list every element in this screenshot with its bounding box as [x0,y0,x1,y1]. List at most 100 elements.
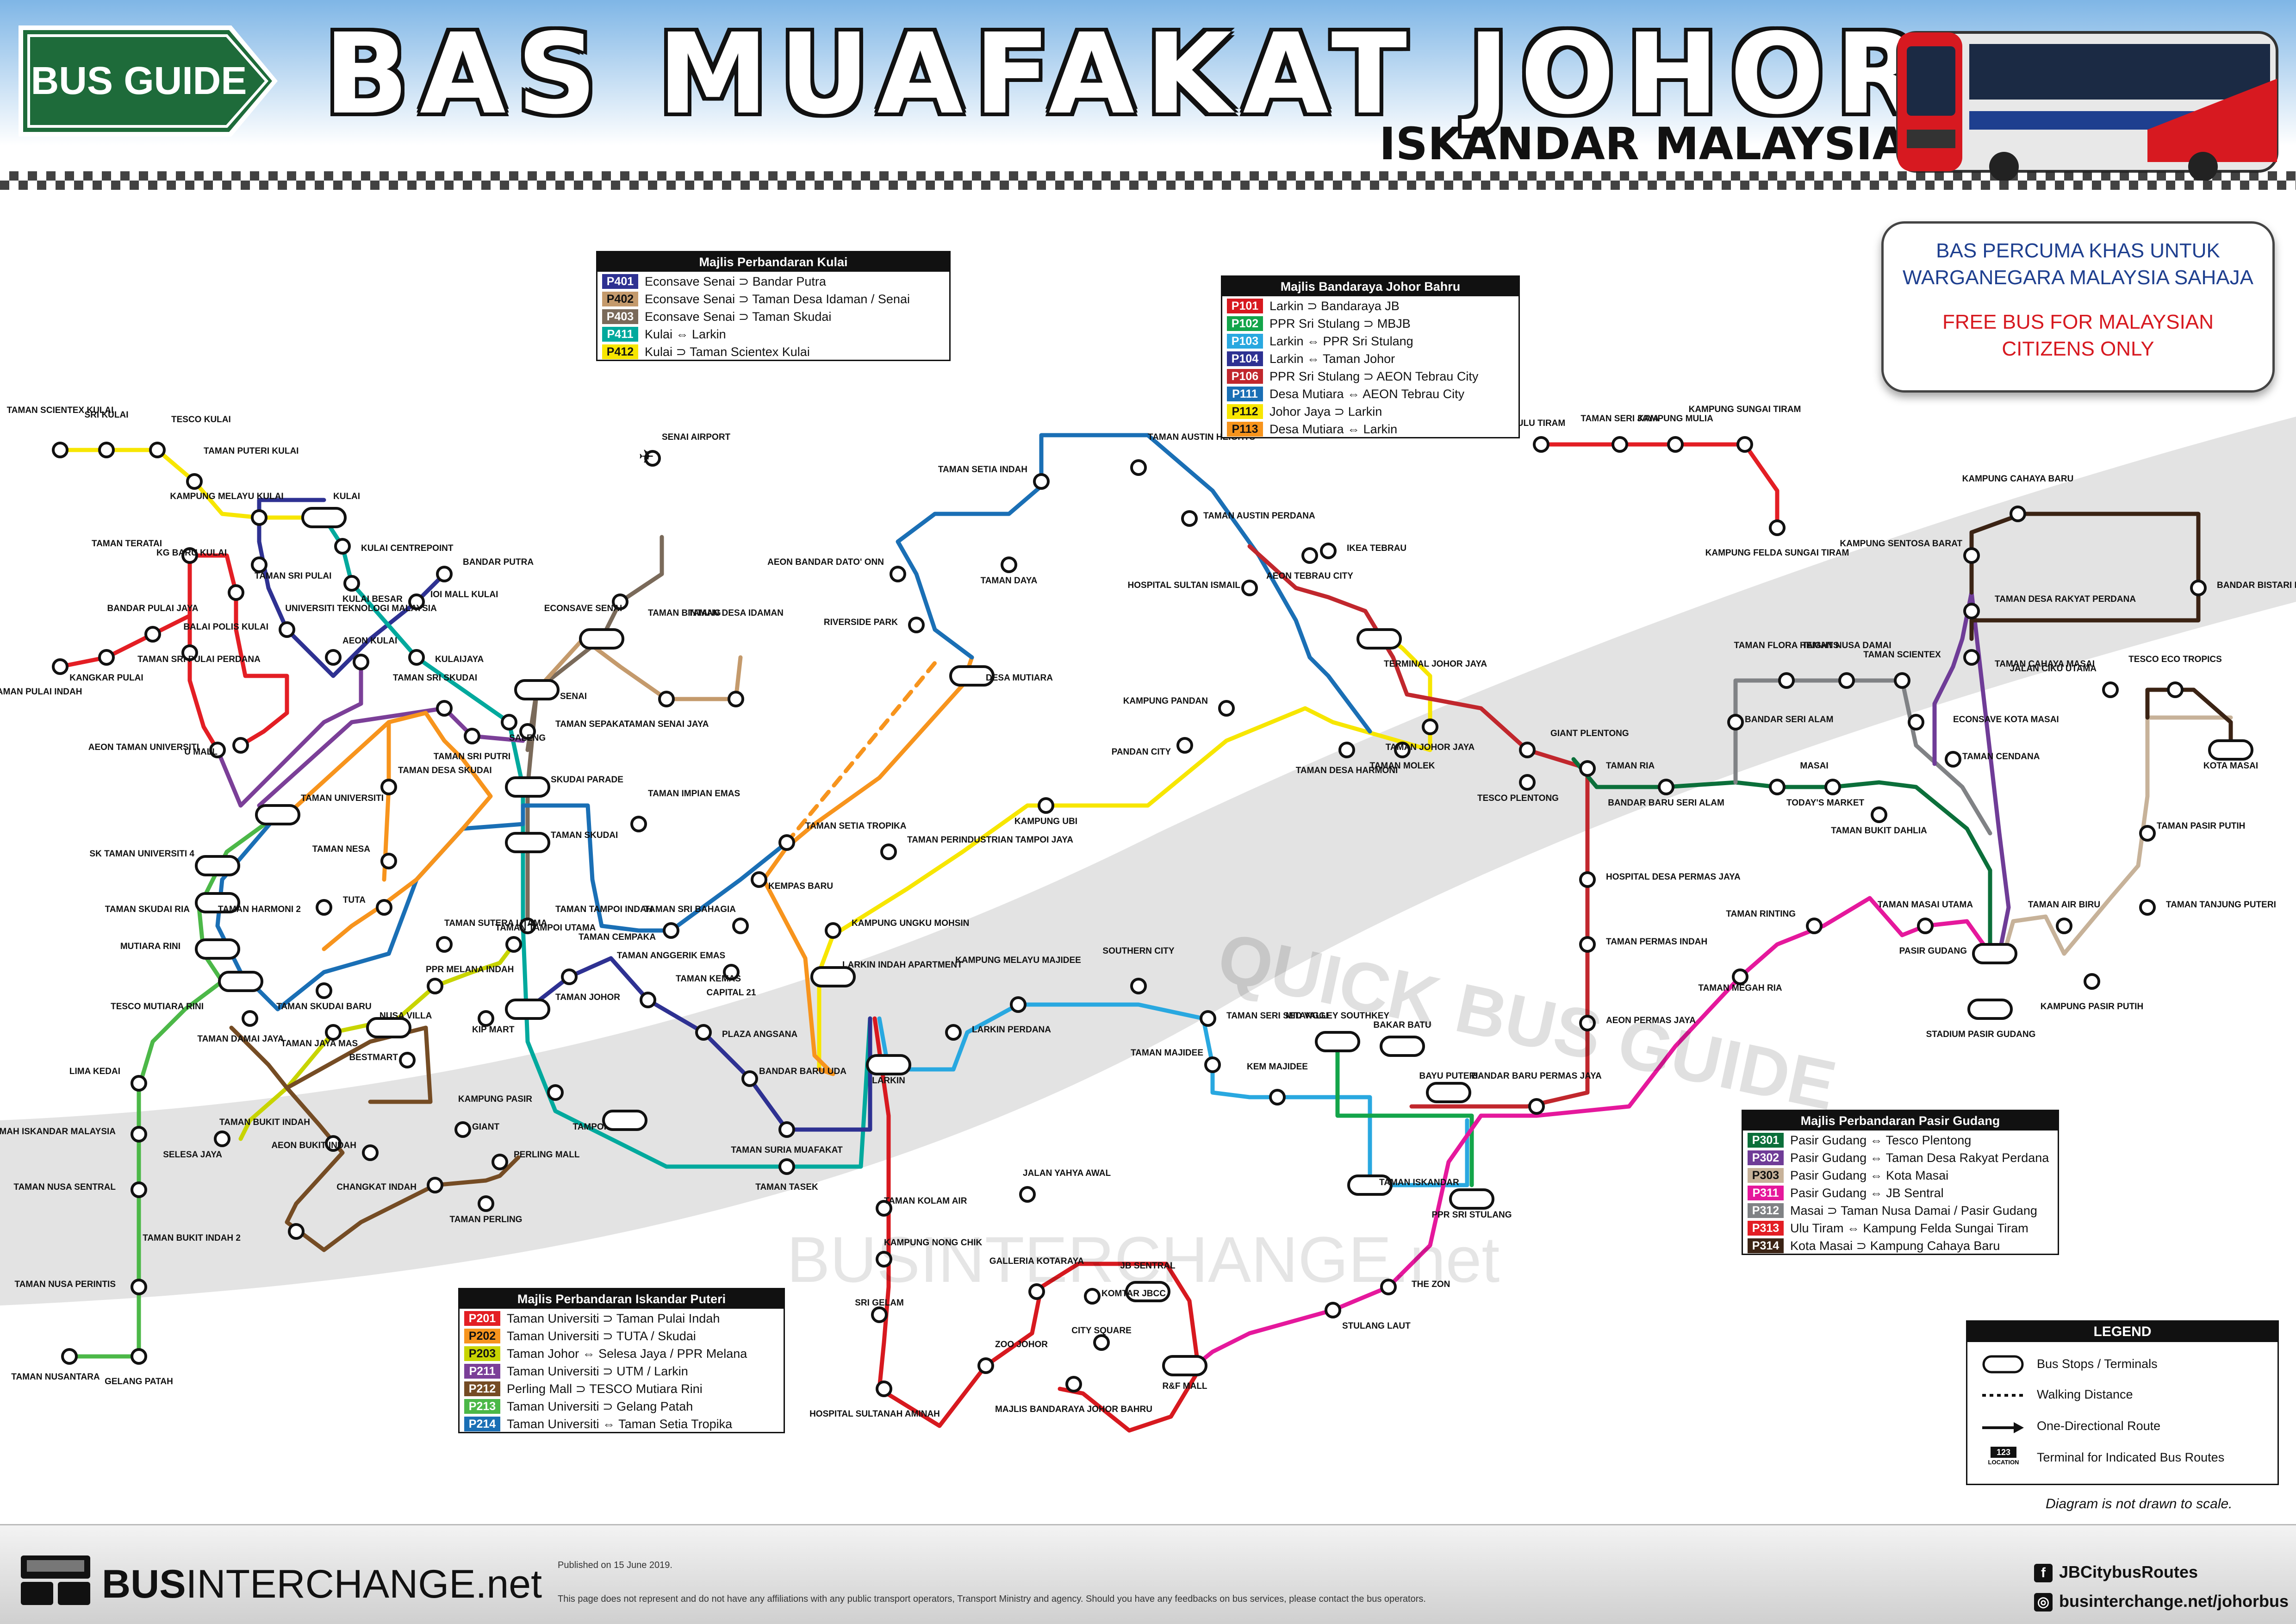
bus-stop[interactable] [1320,543,1337,559]
bus-stop[interactable] [1325,1302,1341,1318]
bus-stop[interactable] [728,691,744,707]
bus-stop[interactable] [778,1158,795,1175]
bus-stop[interactable] [1769,519,1786,536]
bus-stop[interactable] [1038,797,1054,814]
bus-stop[interactable] [890,566,906,582]
bus-stop[interactable] [325,1024,342,1041]
bus-stop[interactable] [501,714,517,731]
bus-stop[interactable] [1218,700,1235,717]
bus-stop[interactable] [1528,1098,1545,1115]
bus-stop[interactable] [1778,672,1795,689]
bus-stop[interactable] [1315,1031,1360,1052]
bus-stop[interactable] [1380,1036,1425,1057]
bus-stop[interactable] [1422,718,1438,735]
bus-stop[interactable] [181,547,198,564]
bus-stop[interactable] [228,584,244,601]
bus-stop[interactable] [1426,1082,1471,1103]
bus-stop[interactable] [131,1075,147,1092]
bus-stop[interactable] [505,832,550,853]
bus-stop[interactable] [505,999,550,1020]
bus-stop[interactable] [1894,672,1910,689]
bus-stop[interactable] [195,855,240,876]
bus-stop[interactable] [1736,436,1753,453]
bus-stop[interactable] [1356,628,1402,650]
bus-stop[interactable] [408,593,425,610]
bus-stop[interactable] [2102,681,2119,698]
bus-stop[interactable] [144,626,161,643]
bus-stop[interactable] [232,737,249,754]
bus-stop[interactable] [1200,1010,1216,1027]
bus-stop[interactable] [399,1052,416,1068]
bus-stop[interactable] [1963,547,1980,564]
bus-stop[interactable] [1667,436,1684,453]
bus-stop[interactable] [1963,649,1980,666]
bus-stop[interactable] [644,450,661,467]
bus-stop[interactable] [195,938,240,960]
bus-stop[interactable] [492,1154,508,1170]
bus-stop[interactable] [209,742,226,758]
bus-stop[interactable] [732,918,749,934]
bus-stop[interactable] [1065,1376,1082,1393]
bus-stop[interactable] [505,776,550,798]
bus-stop[interactable] [519,918,536,934]
bus-stop[interactable] [52,658,68,675]
bus-stop[interactable] [1579,1015,1596,1031]
bus-stop[interactable] [908,617,925,633]
bus-stop[interactable] [1945,751,1961,768]
bus-stop[interactable] [131,1126,147,1143]
bus-stop[interactable] [1241,580,1258,596]
bus-stop[interactable] [195,892,240,913]
bus-stop[interactable] [876,1200,892,1217]
bus-stop[interactable] [741,1070,758,1087]
bus-stop[interactable] [658,691,675,707]
bus-stop[interactable] [547,1084,564,1101]
bus-stop[interactable] [366,1017,411,1038]
bus-stop[interactable] [871,1306,888,1323]
bus-stop[interactable] [2084,973,2100,990]
bus-stop[interactable] [519,723,536,740]
bus-stop[interactable] [1963,603,1980,619]
bus-stop[interactable] [131,1181,147,1198]
bus-stop[interactable] [464,728,480,744]
bus-stop[interactable] [1533,436,1549,453]
bus-stop[interactable] [1908,714,1924,731]
bus-stop[interactable] [1519,774,1536,791]
bus-stop[interactable] [98,442,115,458]
bus-stop[interactable] [186,473,203,490]
bus-stop[interactable] [1019,1186,1036,1203]
bus-stop[interactable] [242,1010,258,1027]
bus-stop[interactable] [149,442,166,458]
bus-stop[interactable] [255,804,300,825]
bus-stop[interactable] [561,968,578,985]
bus-stop[interactable] [427,978,443,994]
bus-stop[interactable] [362,1144,379,1161]
bus-stop[interactable] [723,964,740,981]
bus-stop[interactable] [579,628,624,650]
bus-stop[interactable] [478,1010,494,1027]
bus-stop[interactable] [751,871,767,888]
website-link[interactable]: ◎ businterchange.net/johorbus [2034,1592,2289,1612]
bus-stop[interactable] [1176,737,1193,754]
bus-stop[interactable] [325,649,342,666]
bus-stop[interactable] [2010,506,2026,522]
bus-stop[interactable] [2190,580,2207,596]
bus-stop[interactable] [1084,1288,1101,1305]
bus-stop[interactable] [1579,760,1596,777]
bus-stop[interactable] [1001,556,1017,573]
bus-stop[interactable] [436,936,453,953]
bus-stop[interactable] [1838,672,1855,689]
bus-stop[interactable] [1204,1056,1221,1073]
bus-stop[interactable] [316,982,332,999]
bus-stop[interactable] [131,1348,147,1365]
bus-stop[interactable] [1181,510,1198,527]
bus-stop[interactable] [301,507,347,528]
bus-stop[interactable] [1162,1355,1207,1376]
bus-stop[interactable] [454,1121,471,1138]
bus-stop[interactable] [288,1223,305,1240]
bus-stop[interactable] [436,566,453,582]
bus-stop[interactable] [1967,999,2013,1020]
bus-stop[interactable] [316,899,332,916]
bus-stop[interactable] [1301,547,1318,564]
bus-stop[interactable] [1269,1089,1286,1106]
bus-stop[interactable] [279,621,295,638]
